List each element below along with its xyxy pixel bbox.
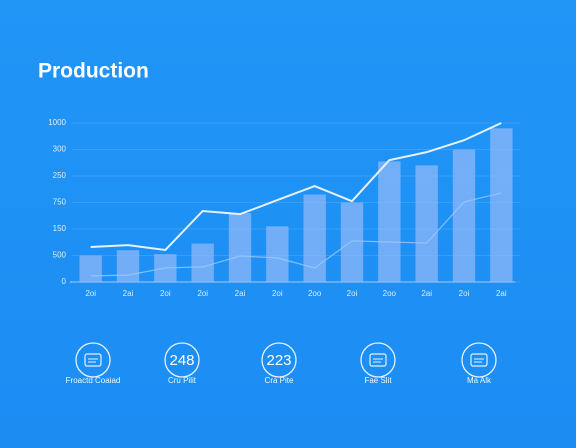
series-line [90,122,502,251]
series-line [90,192,502,277]
stat-ring [360,342,396,378]
stat-caption: Fae Slit [364,376,392,385]
stat-caption: Ma Alk [467,376,492,385]
x-tick-label: 2oi [160,289,171,298]
stat-caption: Cra Pite [265,376,294,385]
stat-ring [461,342,497,378]
chart-title: Production [38,60,149,83]
stat-ring [261,342,297,378]
bar [340,202,364,282]
bar [415,165,438,282]
x-tick-label: 2ai [421,289,432,298]
bar [228,213,252,282]
bar [452,149,476,282]
y-tick-label: 500 [53,251,67,260]
bar [191,243,214,282]
stat-icon [470,353,488,367]
y-tick-label: 250 [53,171,67,180]
stat-icon [84,353,102,367]
stat-caption: Froactd Coaiad [66,376,121,385]
bar [79,255,102,282]
x-tick-label: 2oi [197,289,208,298]
stat-value: 223 [266,352,291,369]
x-tick-label: 2oo [308,289,322,298]
x-tick-label: 2oi [347,289,358,298]
x-tick-label: 2ai [496,289,507,298]
y-tick-label: 750 [53,198,67,207]
x-tick-label: 2oi [85,289,96,298]
stat-caption: Cru Pilit [168,376,197,385]
x-tick-label: 2oi [272,289,283,298]
x-tick-label: 2ai [123,289,134,298]
stat-icon [369,353,387,367]
y-tick-label: 1000 [48,118,66,127]
bar [303,194,326,282]
bar [490,128,513,282]
bar [116,250,140,282]
x-tick-label: 2oo [383,289,397,298]
stat-ring [164,342,200,378]
stat-ring [75,342,111,378]
x-tick-label: 2oi [459,289,470,298]
x-tick-label: 2ai [235,289,246,298]
y-tick-label: 150 [53,224,67,233]
y-tick-label: 0 [62,277,67,286]
bar [266,226,289,282]
y-tick-label: 300 [53,145,67,154]
stat-value: 248 [169,352,194,369]
bar [378,161,401,282]
